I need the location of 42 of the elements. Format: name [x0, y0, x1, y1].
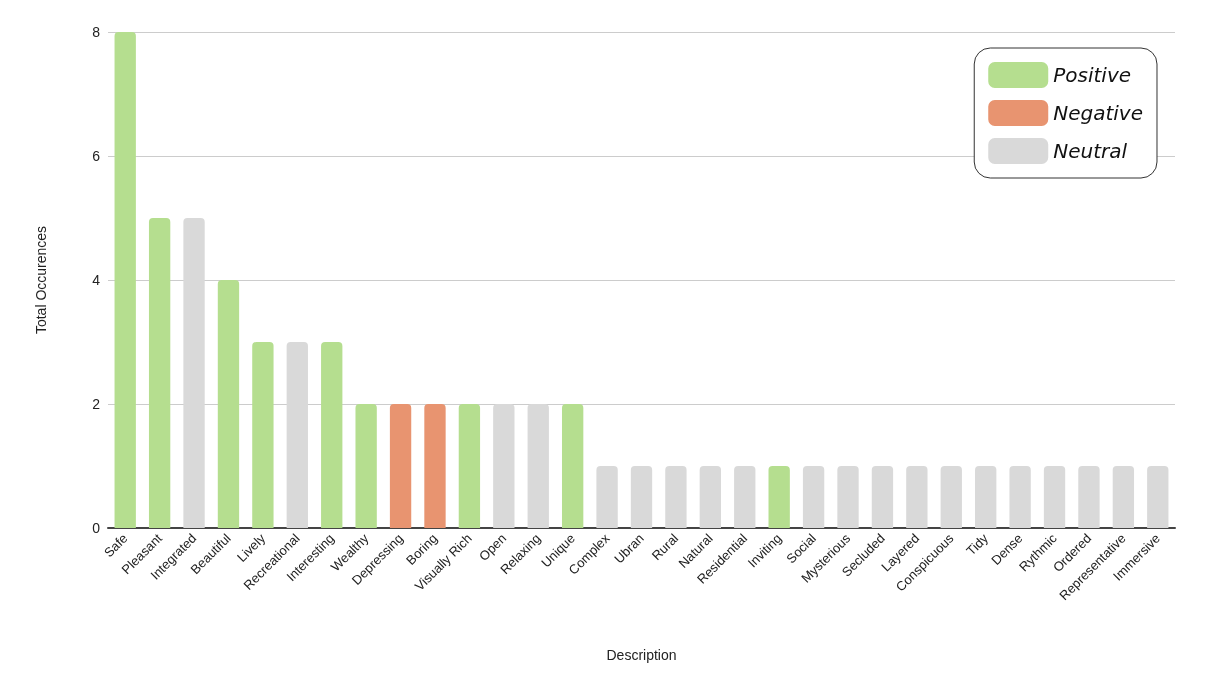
bar [940, 466, 962, 528]
bar [802, 466, 825, 528]
y-tick-label: 4 [92, 272, 101, 288]
y-tick-label: 8 [92, 24, 101, 40]
bar [1078, 466, 1100, 528]
bar [424, 404, 446, 528]
bar [114, 32, 136, 528]
bar [837, 466, 859, 528]
bar [906, 466, 928, 528]
bar [871, 466, 894, 528]
x-axis-title: Description [606, 647, 677, 663]
legend-label: Neutral [1053, 139, 1128, 163]
bar [630, 466, 653, 528]
bar [527, 404, 549, 528]
legend-label: Positive [1053, 63, 1132, 87]
legend-label: Negative [1053, 101, 1144, 125]
bar [699, 466, 722, 528]
bar [1147, 466, 1169, 528]
bar [561, 404, 584, 528]
bar [596, 466, 618, 528]
bar [1009, 466, 1031, 528]
bar [734, 466, 756, 528]
bar [148, 218, 171, 528]
bar [217, 280, 240, 528]
bar [183, 218, 205, 528]
x-tick-label: Tidy [963, 530, 992, 559]
bar [493, 404, 515, 528]
bar [665, 466, 687, 528]
y-tick-label: 0 [92, 520, 101, 536]
y-tick-label: 6 [92, 148, 101, 164]
y-tick-label: 2 [92, 396, 101, 412]
bar [1112, 466, 1135, 528]
bar [286, 342, 308, 528]
bar [768, 466, 790, 528]
bar [975, 466, 997, 528]
bar [321, 342, 343, 528]
bar [389, 404, 412, 528]
y-axis-title: Total Occurences [33, 225, 49, 335]
bar [355, 404, 377, 528]
bar [458, 404, 481, 528]
bar [252, 342, 274, 528]
bar [1043, 466, 1066, 528]
